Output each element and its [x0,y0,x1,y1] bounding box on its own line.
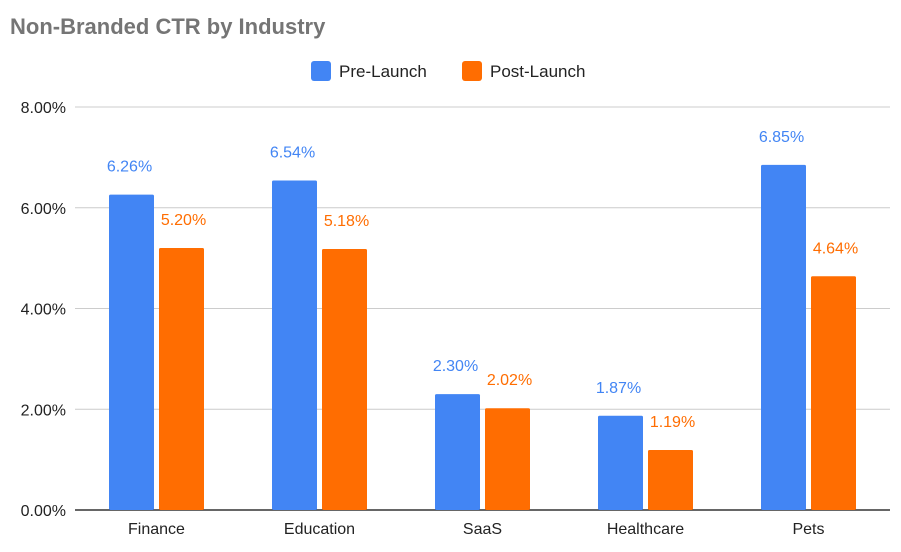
y-tick-label: 8.00% [21,100,66,117]
data-label-post-launch: 1.19% [650,414,695,431]
chart-title: Non-Branded CTR by Industry [10,14,326,39]
legend-swatch-pre-launch [311,61,331,81]
data-labels: 6.26% 5.20% 6.54% 5.18% 2.30% 2.02% 1.87% 1.19%… [107,129,858,431]
bars [109,164,856,511]
bar-pre-launch [435,394,480,510]
x-tick-label: SaaS [463,521,502,538]
bar-post-launch [322,249,367,510]
legend: Pre-Launch Post-Launch [311,61,585,81]
y-axis-ticks: 0.00% 2.00% 4.00% 6.00% 8.00% [21,100,66,520]
legend-swatch-post-launch [462,61,482,81]
data-label-pre-launch: 6.54% [270,145,315,162]
data-label-pre-launch: 6.26% [107,159,152,176]
data-label-pre-launch: 6.85% [759,129,804,146]
x-tick-label: Pets [792,521,824,538]
bar-pre-launch [109,194,154,510]
data-label-post-launch: 4.64% [813,240,858,257]
bar-pre-launch [598,415,643,510]
bar-post-launch [811,276,856,510]
bar-pre-launch [761,164,806,510]
y-tick-label: 6.00% [21,201,66,218]
bar-post-launch [159,248,204,511]
gridlines [75,106,890,511]
data-label-pre-launch: 2.30% [433,358,478,375]
x-tick-label: Finance [128,521,185,538]
y-tick-label: 4.00% [21,302,66,319]
data-label-post-launch: 2.02% [487,372,532,389]
x-tick-label: Education [284,521,355,538]
legend-label-post-launch: Post-Launch [490,62,585,81]
data-label-post-launch: 5.20% [161,212,206,229]
bar-post-launch [485,408,530,510]
data-label-post-launch: 5.18% [324,213,369,230]
bar-pre-launch [272,180,317,511]
y-tick-label: 2.00% [21,402,66,419]
data-label-pre-launch: 1.87% [596,380,641,397]
legend-label-pre-launch: Pre-Launch [339,62,427,81]
x-tick-label: Healthcare [607,521,684,538]
bar-post-launch [648,450,693,510]
x-axis-ticks: Finance Education SaaS Healthcare Pets [128,521,824,538]
y-tick-label: 0.00% [21,503,66,520]
